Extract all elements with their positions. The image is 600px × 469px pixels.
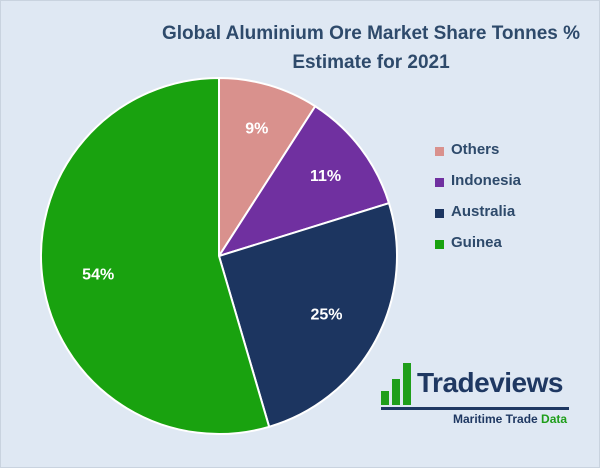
pie-label-others: 9% bbox=[245, 120, 268, 137]
pie-slice-australia bbox=[217, 201, 398, 429]
pie-slice-indonesia bbox=[216, 104, 391, 258]
tradeviews-logo: Tradeviews Maritime Trade Data bbox=[381, 359, 581, 426]
chart-title-line2: Estimate for 2021 bbox=[292, 52, 450, 73]
pie-label-guinea: 54% bbox=[82, 266, 114, 283]
legend-label-others: Others bbox=[451, 141, 500, 158]
legend-swatch-indonesia bbox=[435, 178, 444, 187]
logo-subtitle-part2: Data bbox=[541, 412, 568, 426]
legend-label-indonesia: Indonesia bbox=[451, 172, 522, 189]
pie-label-australia: 25% bbox=[310, 307, 342, 324]
logo-name: Tradeviews bbox=[417, 367, 563, 398]
legend-swatch-others bbox=[435, 147, 444, 156]
chart-title: Global Aluminium Ore Market Share Tonnes… bbox=[141, 19, 600, 77]
chart-title-line1: Global Aluminium Ore Market Share Tonnes… bbox=[161, 23, 581, 44]
legend-swatch-guinea bbox=[435, 240, 444, 249]
pie-label-indonesia: 11% bbox=[310, 168, 341, 185]
pie-slice-others bbox=[218, 76, 317, 260]
bar-chart-logo-icon bbox=[381, 359, 423, 405]
legend-swatch-australia bbox=[435, 209, 444, 218]
legend-label-australia: Australia bbox=[451, 203, 516, 220]
logo-underline bbox=[381, 407, 569, 410]
pie-slice-guinea bbox=[40, 76, 271, 435]
logo-subtitle: Maritime Trade Data bbox=[453, 412, 567, 426]
legend-label-guinea: Guinea bbox=[451, 234, 502, 251]
logo-subtitle-part1: Maritime Trade bbox=[453, 412, 542, 426]
